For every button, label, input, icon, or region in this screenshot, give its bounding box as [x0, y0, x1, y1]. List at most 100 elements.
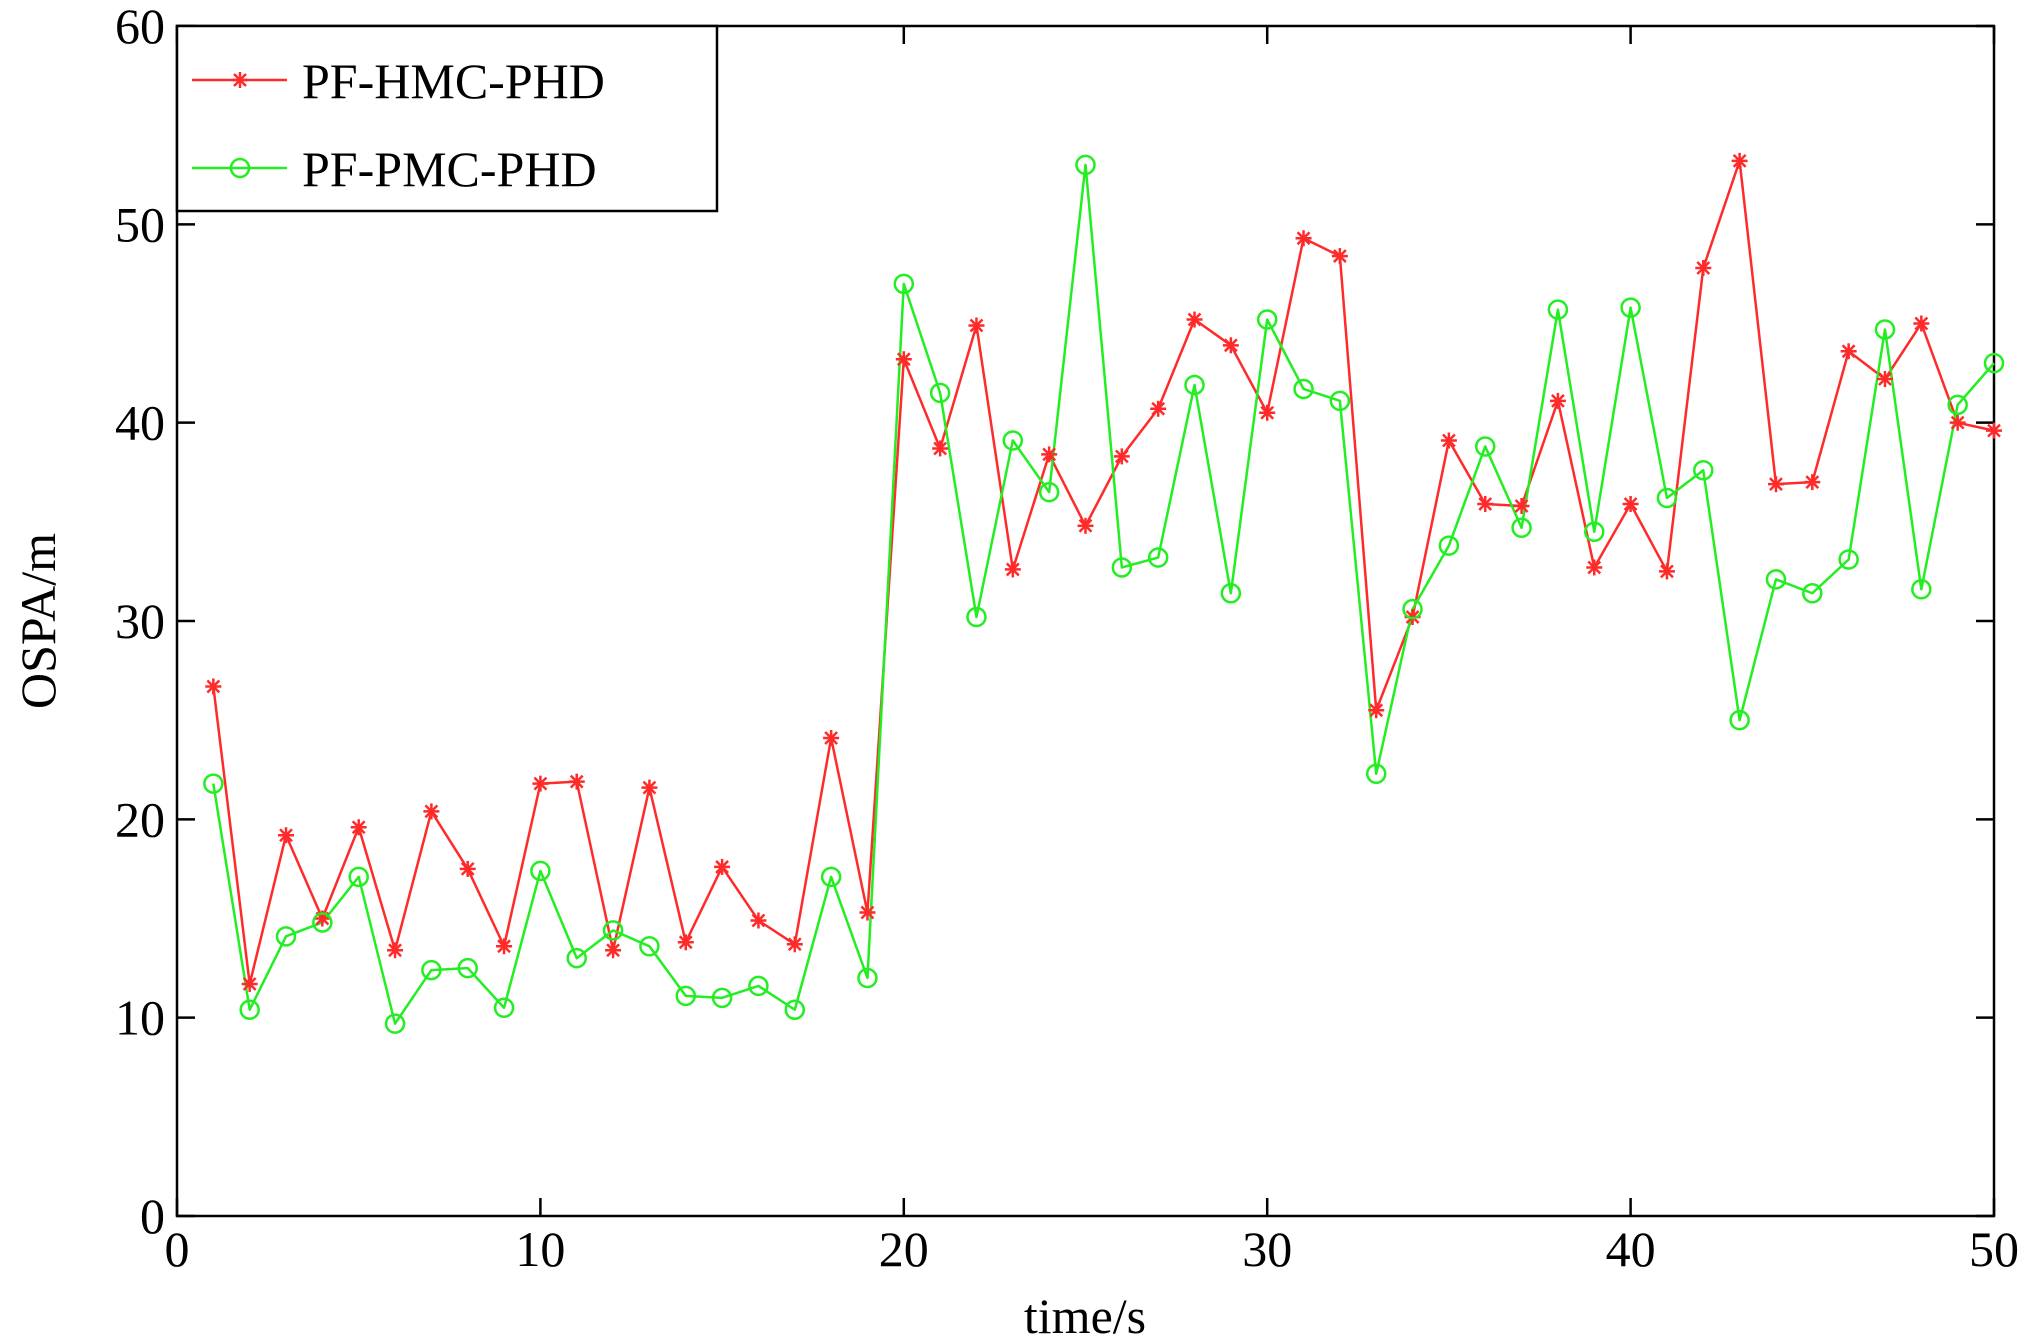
data-point-pmc: [966, 606, 987, 628]
x-tick-label: 0: [165, 1221, 190, 1277]
data-point-hmc: [1622, 495, 1639, 512]
data-point-hmc: [1331, 248, 1348, 265]
legend-marker-pmc: [229, 157, 251, 179]
data-point-pmc: [1111, 557, 1133, 578]
series-markers-hmc: [205, 152, 2002, 992]
y-tick-label: 40: [115, 395, 165, 451]
data-point-pmc: [1620, 297, 1641, 318]
data-point-hmc: [1986, 422, 2002, 439]
data-point-pmc: [1874, 319, 1896, 340]
y-tick-label: 30: [115, 593, 165, 649]
data-point-hmc: [1222, 337, 1239, 354]
data-point-pmc: [711, 987, 733, 1009]
data-point-pmc: [1293, 378, 1314, 400]
data-point-hmc: [1150, 400, 1167, 417]
data-point-hmc: [1004, 561, 1021, 578]
data-point-hmc: [786, 936, 803, 953]
data-point-hmc: [1658, 563, 1675, 580]
data-point-pmc: [1438, 535, 1460, 556]
y-tick-label: 10: [115, 990, 165, 1046]
data-point-pmc: [1802, 582, 1823, 604]
data-point-pmc: [602, 920, 624, 941]
y-tick-label: 50: [115, 196, 165, 252]
series-layer: [203, 152, 2005, 1034]
data-point-pmc: [1147, 547, 1169, 568]
data-point-hmc: [350, 819, 367, 836]
data-point-pmc: [530, 860, 551, 882]
data-point-pmc: [1911, 579, 1932, 600]
data-point-pmc: [203, 773, 224, 794]
data-point-pmc: [1584, 521, 1605, 542]
y-tick-label: 60: [115, 0, 165, 54]
x-tick-label: 40: [1606, 1221, 1656, 1277]
data-point-pmc: [312, 912, 333, 933]
plot-area: [175, 24, 1996, 1218]
data-point-hmc: [568, 773, 585, 790]
data-point-pmc: [1656, 487, 1678, 509]
data-point-pmc: [1729, 709, 1750, 731]
data-point-pmc: [421, 959, 442, 981]
data-point-hmc: [1440, 432, 1457, 449]
legend-star-marker: [232, 72, 248, 88]
data-point-pmc: [275, 926, 297, 947]
data-point-pmc: [239, 999, 260, 1020]
data-point-hmc: [1913, 315, 1930, 332]
data-point-pmc: [1693, 460, 1714, 481]
data-point-pmc: [1474, 436, 1496, 457]
data-point-hmc: [1077, 517, 1094, 534]
data-point-pmc: [1547, 299, 1569, 320]
data-point-hmc: [895, 351, 912, 368]
data-point-pmc: [566, 947, 587, 969]
data-point-pmc: [348, 866, 369, 888]
legend: PF-HMC-PHD PF-PMC-PHD: [175, 24, 719, 213]
data-point-pmc: [1365, 763, 1387, 784]
series-line-pmc: [212, 163, 1995, 1025]
data-point-pmc: [1511, 517, 1532, 539]
legend-label-hmc: PF-HMC-PHD: [302, 53, 605, 109]
data-point-hmc: [532, 775, 549, 792]
data-point-hmc: [859, 904, 876, 921]
data-point-hmc: [1186, 311, 1203, 328]
data-point-hmc: [1259, 404, 1276, 421]
data-point-hmc: [823, 730, 840, 747]
data-point-hmc: [1368, 702, 1385, 719]
x-tick-label: 50: [1969, 1221, 2019, 1277]
data-point-hmc: [278, 827, 295, 844]
data-point-hmc: [714, 858, 731, 875]
data-point-pmc: [493, 997, 515, 1018]
series-line-hmc: [212, 159, 1995, 986]
data-point-pmc: [1947, 394, 1968, 416]
x-tick-label: 10: [515, 1221, 565, 1277]
data-point-hmc: [1295, 230, 1312, 247]
data-point-hmc: [1549, 392, 1566, 409]
data-point-hmc: [1695, 259, 1712, 276]
data-point-hmc: [1804, 474, 1821, 491]
data-point-hmc: [1586, 559, 1603, 576]
data-point-hmc: [1767, 476, 1784, 493]
data-point-pmc: [784, 999, 806, 1020]
data-point-hmc: [677, 934, 694, 951]
y-axis-label: OSPA/m: [10, 533, 66, 709]
data-point-hmc: [1949, 414, 1966, 431]
x-tick-label: 30: [1242, 1221, 1292, 1277]
data-point-hmc: [1113, 448, 1130, 465]
data-point-pmc: [675, 985, 697, 1007]
x-tick-label: 20: [879, 1221, 929, 1277]
data-point-pmc: [820, 866, 842, 888]
data-point-pmc: [929, 382, 951, 404]
data-point-hmc: [423, 803, 440, 820]
data-point-pmc: [1002, 430, 1024, 451]
data-point-pmc: [1402, 598, 1423, 620]
data-point-pmc: [1184, 374, 1205, 396]
legend-circle-marker: [229, 157, 251, 179]
data-point-pmc: [1220, 582, 1242, 604]
data-point-hmc: [1840, 343, 1857, 360]
data-point-pmc: [1256, 309, 1278, 330]
data-point-pmc: [748, 975, 769, 997]
data-point-pmc: [457, 957, 478, 979]
data-point-hmc: [205, 678, 222, 695]
data-point-hmc: [241, 975, 258, 992]
data-point-pmc: [1838, 549, 1859, 570]
data-point-hmc: [968, 317, 985, 334]
data-point-hmc: [496, 938, 513, 955]
